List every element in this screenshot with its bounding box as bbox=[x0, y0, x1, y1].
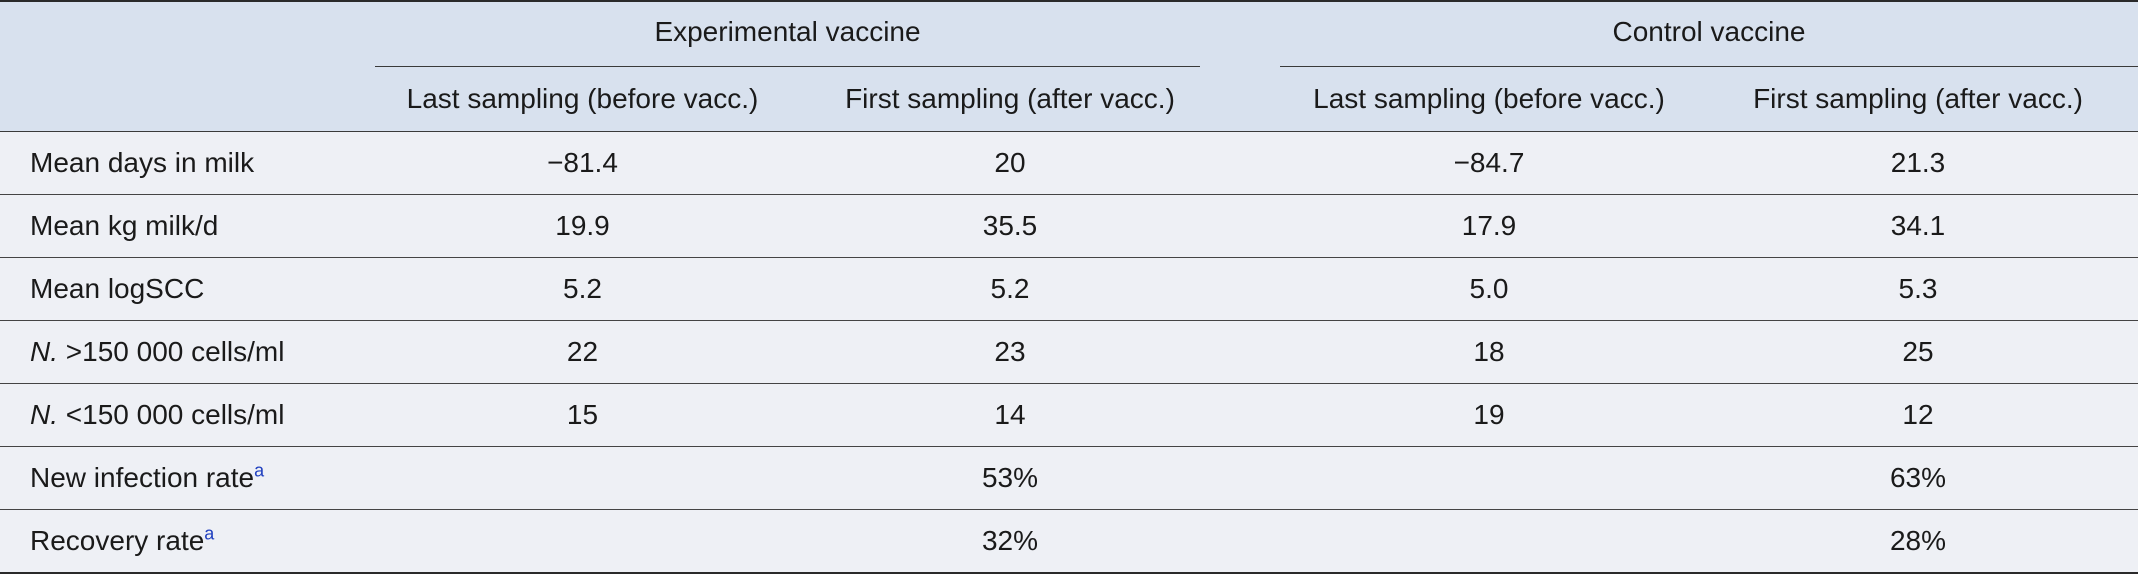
footnote-marker[interactable]: a bbox=[254, 460, 265, 481]
row-label: Mean kg milk/d bbox=[30, 210, 219, 241]
cell-exp-first: 53% bbox=[981, 462, 1039, 493]
table-row: N. >150 000 cells/ml 22 23 18 25 bbox=[0, 321, 2138, 384]
gap-cell bbox=[1230, 510, 1280, 573]
cell-exp-first: 20 bbox=[994, 147, 1026, 178]
table-row: Mean kg milk/d 19.9 35.5 17.9 34.1 bbox=[0, 195, 2138, 258]
col-header-exp-first: First sampling (after vacc.) bbox=[845, 83, 1175, 114]
gap-cell bbox=[1230, 195, 1280, 258]
gap-cell bbox=[1230, 321, 1280, 384]
row-label: Mean days in milk bbox=[30, 147, 255, 178]
cell-ctl-last: 19 bbox=[1473, 399, 1505, 430]
cell-ctl-first: 63% bbox=[1889, 462, 1947, 493]
cell-exp-first: 32% bbox=[981, 524, 1039, 556]
table-row: Recovery ratea 32% 28% bbox=[0, 510, 2138, 573]
row-label: New infection ratea bbox=[0, 447, 375, 510]
row-label-rest: <150 000 cells/ml bbox=[58, 399, 285, 430]
cell-exp-last: −81.4 bbox=[547, 147, 618, 178]
gap-cell bbox=[1230, 384, 1280, 447]
sub-header-row: Last sampling (before vacc.) First sampl… bbox=[0, 67, 2138, 132]
col-header-ctl-last: Last sampling (before vacc.) bbox=[1313, 83, 1665, 114]
row-label: Mean logSCC bbox=[30, 273, 205, 304]
footnote-marker[interactable]: a bbox=[204, 523, 215, 544]
row-label-prefix: N. bbox=[30, 336, 58, 367]
row-label-text: Recovery rate bbox=[30, 524, 205, 556]
group-rule-control bbox=[1280, 66, 2138, 67]
group-gap bbox=[1230, 1, 1280, 67]
table-header: Experimental vaccine Control vaccine Las… bbox=[0, 1, 2138, 132]
cell-ctl-first: 25 bbox=[1902, 336, 1934, 367]
cell-exp-last: 15 bbox=[566, 399, 599, 430]
row-label: Recovery ratea bbox=[0, 510, 375, 573]
cell-exp-first: 14 bbox=[994, 399, 1026, 430]
table-row: Mean days in milk −81.4 20 −84.7 21.3 bbox=[0, 132, 2138, 195]
table-body: Mean days in milk −81.4 20 −84.7 21.3 Me… bbox=[0, 132, 2138, 573]
row-label-prefix: N. bbox=[30, 399, 58, 430]
col-header-ctl-first: First sampling (after vacc.) bbox=[1753, 83, 2083, 114]
cell-ctl-last: 17.9 bbox=[1461, 210, 1517, 241]
row-label-text: New infection rate bbox=[30, 462, 255, 493]
table-row: Mean logSCC 5.2 5.2 5.0 5.3 bbox=[0, 258, 2138, 321]
gap-cell bbox=[1230, 258, 1280, 321]
cell-exp-last: 19.9 bbox=[555, 210, 610, 241]
group-label-control: Control vaccine bbox=[1612, 16, 1806, 47]
cell-ctl-last bbox=[1280, 510, 1698, 573]
gap-cell bbox=[1230, 447, 1280, 510]
col-header-exp-last: Last sampling (before vacc.) bbox=[406, 83, 759, 114]
cell-ctl-last: 5.0 bbox=[1469, 273, 1509, 304]
table-row: N. <150 000 cells/ml 15 14 19 12 bbox=[0, 384, 2138, 447]
group-rule-experimental bbox=[375, 66, 1200, 67]
table-row: New infection ratea 53% 63% bbox=[0, 447, 2138, 510]
cell-ctl-first: 5.3 bbox=[1898, 273, 1938, 304]
corner-cell bbox=[0, 1, 375, 67]
cell-exp-last: 5.2 bbox=[563, 273, 602, 304]
cell-exp-first: 5.2 bbox=[990, 273, 1030, 304]
corner-cell-2 bbox=[0, 67, 375, 132]
cell-exp-last: 22 bbox=[566, 336, 599, 367]
group-header-experimental: Experimental vaccine bbox=[375, 1, 1230, 67]
gap-cell bbox=[1230, 132, 1280, 195]
row-label: N. >150 000 cells/ml bbox=[0, 321, 375, 384]
cell-ctl-first: 28% bbox=[1889, 524, 1947, 556]
cell-ctl-last: −84.7 bbox=[1453, 147, 1525, 178]
cell-ctl-first: 34.1 bbox=[1890, 210, 1946, 241]
group-header-row: Experimental vaccine Control vaccine bbox=[0, 1, 2138, 67]
cell-ctl-last: 18 bbox=[1473, 336, 1505, 367]
cell-exp-first: 35.5 bbox=[982, 210, 1038, 241]
cell-exp-last bbox=[375, 447, 790, 510]
row-label: N. <150 000 cells/ml bbox=[0, 384, 375, 447]
cell-exp-last bbox=[375, 510, 790, 573]
group-label-experimental: Experimental vaccine bbox=[654, 16, 921, 47]
group-header-control: Control vaccine bbox=[1280, 1, 2138, 67]
row-label-rest: >150 000 cells/ml bbox=[58, 336, 285, 367]
cell-ctl-first: 21.3 bbox=[1890, 147, 1946, 178]
cell-ctl-last bbox=[1280, 447, 1698, 510]
cell-ctl-first: 12 bbox=[1902, 399, 1934, 430]
group-gap-2 bbox=[1230, 67, 1280, 132]
cell-exp-first: 23 bbox=[994, 336, 1026, 367]
